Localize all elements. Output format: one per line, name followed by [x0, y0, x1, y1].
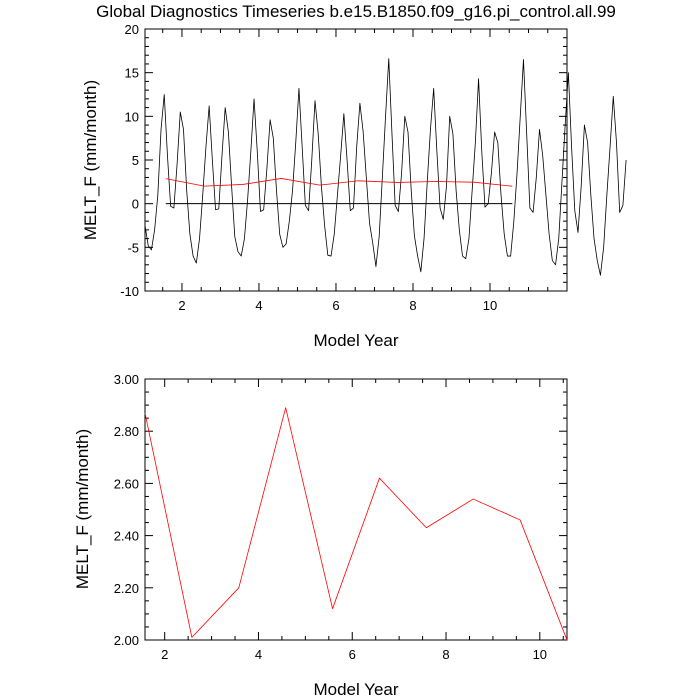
top-x-tick-label: 10: [483, 298, 497, 313]
chart-title: Global Diagnostics Timeseries b.e15.B185…: [96, 2, 616, 21]
top-x-tick-label: 4: [255, 298, 262, 313]
top-y-tick-label: 20: [125, 22, 139, 37]
bottom-y-tick-label: 2.20: [114, 581, 139, 596]
top-y-tick-label: -10: [120, 284, 139, 299]
bottom-x-tick-label: 4: [255, 647, 262, 662]
bottom-x-tick-label: 10: [533, 647, 547, 662]
bottom-x-tick-label: 2: [161, 647, 168, 662]
bottom-plot-frame: [144, 378, 568, 641]
top-x-tick-label: 2: [178, 298, 185, 313]
top-y-tick-label: -5: [127, 240, 139, 255]
top-x-tick-label: 6: [332, 298, 339, 313]
bottom-y-tick-label: 2.60: [114, 476, 139, 491]
top-y-tick-label: 10: [125, 109, 139, 124]
bottom-y-tick-label: 3.00: [114, 372, 139, 387]
bottom-x-tick-label: 6: [349, 647, 356, 662]
bottom-series-line-0: [144, 407, 568, 641]
top-panel: Model Year MELT_F (mm/month) 2 4 6 8 10 -10 -5…: [81, 22, 627, 350]
top-y-axis-label: MELT_F (mm/month): [81, 80, 100, 240]
bottom-x-tick-label: 8: [442, 647, 449, 662]
top-y-tick-label: 0: [132, 197, 139, 212]
top-series-line-1: [165, 178, 513, 187]
top-y-tick-label: 15: [125, 66, 139, 81]
bottom-y-axis-label: MELT_F (mm/month): [73, 429, 92, 589]
bottom-y-tick-label: 2.00: [114, 633, 139, 648]
bottom-y-tick-label: 2.80: [114, 424, 139, 439]
bottom-y-tick-label: 2.40: [114, 529, 139, 544]
top-series-line-0: [144, 58, 627, 276]
bottom-panel: Model Year MELT_F (mm/month) 2 4 6 8 10 2.00 2…: [73, 372, 568, 699]
bottom-x-axis-label: Model Year: [313, 680, 398, 699]
top-x-axis-label: Model Year: [313, 331, 398, 350]
top-x-tick-label: 8: [409, 298, 416, 313]
top-y-tick-label: 5: [132, 153, 139, 168]
